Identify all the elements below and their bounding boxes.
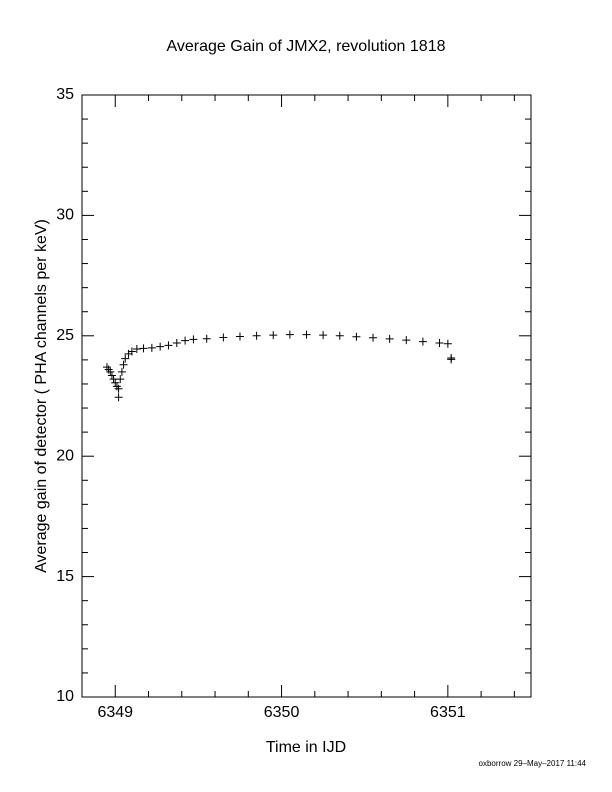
data-point bbox=[114, 393, 123, 402]
data-point bbox=[319, 331, 328, 340]
data-point bbox=[418, 337, 427, 346]
data-point bbox=[402, 336, 411, 345]
chart-title: Average Gain of JMX2, revolution 1818 bbox=[167, 38, 446, 55]
x-tick-label: 6349 bbox=[97, 704, 133, 721]
y-tick-label: 35 bbox=[56, 86, 74, 103]
data-point bbox=[156, 342, 165, 351]
data-point bbox=[181, 336, 190, 345]
data-point bbox=[285, 330, 294, 339]
y-tick-label: 30 bbox=[56, 207, 74, 224]
data-point bbox=[252, 331, 261, 340]
y-axis-label: Average gain of detector ( PHA channels … bbox=[33, 219, 50, 573]
data-point bbox=[111, 378, 120, 387]
data-point bbox=[269, 331, 278, 340]
footer-note: oxborrow 29–May–2017 11:44 bbox=[479, 759, 587, 768]
data-point bbox=[139, 344, 148, 353]
data-point bbox=[106, 367, 115, 376]
data-point bbox=[352, 332, 361, 341]
data-point bbox=[219, 333, 228, 342]
y-tick-label: 25 bbox=[56, 327, 74, 344]
data-point bbox=[116, 375, 125, 384]
data-point bbox=[302, 330, 311, 339]
x-tick-label: 6351 bbox=[430, 704, 466, 721]
data-point bbox=[369, 333, 378, 342]
data-point bbox=[121, 354, 130, 363]
data-point bbox=[235, 332, 244, 341]
x-axis-label: Time in IJD bbox=[266, 739, 346, 756]
data-point bbox=[172, 339, 181, 348]
data-point bbox=[335, 331, 344, 340]
data-point bbox=[119, 360, 128, 369]
data-point bbox=[107, 371, 116, 380]
plot-frame bbox=[81, 94, 532, 698]
data-point bbox=[385, 334, 394, 343]
data-point bbox=[443, 339, 452, 348]
x-tick-label: 6350 bbox=[264, 704, 300, 721]
y-tick-label: 15 bbox=[56, 568, 74, 585]
data-point bbox=[117, 367, 126, 376]
data-point bbox=[164, 341, 173, 350]
data-point bbox=[202, 334, 211, 343]
data-point bbox=[114, 384, 123, 393]
data-point bbox=[147, 343, 156, 352]
data-point bbox=[189, 335, 198, 344]
y-tick-label: 10 bbox=[56, 688, 74, 705]
data-point bbox=[132, 345, 141, 354]
data-point bbox=[127, 347, 136, 356]
data-point bbox=[447, 355, 456, 364]
data-point bbox=[435, 339, 444, 348]
y-tick-label: 20 bbox=[56, 447, 74, 464]
